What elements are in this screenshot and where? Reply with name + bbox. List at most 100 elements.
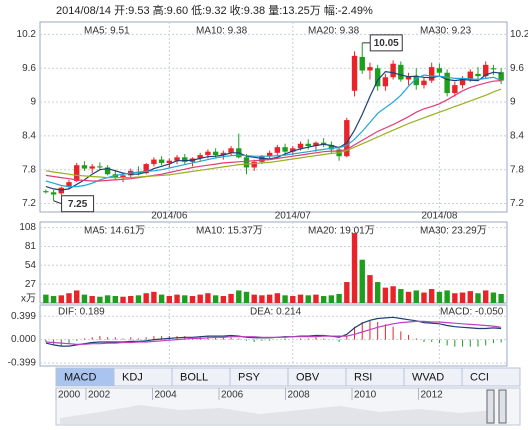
annotation-leader <box>53 200 62 205</box>
volume-bar <box>282 295 288 303</box>
candle-body <box>266 152 273 157</box>
tab-label[interactable]: KDJ <box>122 371 143 383</box>
volume-bar <box>74 290 80 303</box>
tab-label[interactable]: BOLL <box>180 371 208 383</box>
volume-bar <box>320 296 327 303</box>
candle-body <box>459 78 466 86</box>
volume-bar <box>444 290 450 303</box>
x-tick-label: 2014/08 <box>421 211 458 222</box>
timeline-label: 2006 <box>221 390 244 401</box>
volume-bar <box>212 295 219 303</box>
candle-body <box>475 73 481 77</box>
y-tick-label: 8.4 <box>510 131 524 142</box>
candle-body <box>421 80 427 86</box>
candle-body <box>151 159 157 165</box>
volume-bar <box>421 292 427 303</box>
candle-body <box>313 142 319 147</box>
y-tick-label: 8.4 <box>22 131 36 142</box>
volume-bar <box>50 296 57 303</box>
candle-body <box>328 144 335 150</box>
volume-bar <box>236 290 242 303</box>
volume-bar <box>452 293 458 303</box>
volume-bar <box>228 293 234 303</box>
candle-body <box>274 147 281 153</box>
tab-label[interactable]: WVAD <box>412 371 444 383</box>
candle-body <box>89 166 95 169</box>
volume-bar <box>259 295 265 303</box>
candle-body <box>428 67 435 81</box>
y-tick-label: 9 <box>30 97 36 108</box>
timeline-label: 2012 <box>421 390 444 401</box>
tab-label[interactable]: CCI <box>470 371 489 383</box>
volume-bar <box>274 293 281 303</box>
volume-bar <box>344 282 350 303</box>
volume-bar <box>243 291 250 303</box>
volume-bar <box>475 293 481 303</box>
volume-bar <box>143 293 149 303</box>
tab-label[interactable]: OBV <box>296 371 320 383</box>
volume-bar <box>351 233 358 303</box>
candle-body <box>490 68 497 70</box>
volume-bar <box>104 295 111 303</box>
volume-bar <box>459 292 466 303</box>
volume-bar <box>43 294 49 303</box>
legend-entry: MA30: 9.23 <box>420 26 472 37</box>
tab-label[interactable]: PSY <box>238 371 261 383</box>
candle-body <box>74 165 80 181</box>
ma-line <box>45 70 502 191</box>
candle-body <box>43 191 49 193</box>
legend-entry: MA5: 9.51 <box>84 26 130 37</box>
timeline-label: 2004 <box>155 390 178 401</box>
candle-body <box>413 76 419 86</box>
volume-bar <box>112 296 119 303</box>
tab[interactable] <box>461 367 521 387</box>
y-tick-label: 7.8 <box>510 164 524 175</box>
annotation-box <box>369 34 403 52</box>
annotation-label: 7.25 <box>68 199 88 210</box>
candle-body <box>398 64 404 80</box>
axis-unit: x万 <box>21 294 36 305</box>
volume-bar <box>359 259 365 303</box>
volume-bar <box>135 295 142 303</box>
candle-body <box>220 152 227 156</box>
range-handle[interactable] <box>486 389 495 424</box>
candle-body <box>405 76 412 80</box>
volume-bar <box>498 293 504 303</box>
y-tick-label: 9.6 <box>22 63 36 74</box>
y-tick-label: 27 <box>25 279 37 290</box>
legend-entry: MA10: 9.38 <box>196 26 248 37</box>
header: 2014/08/14 开:9.53 高:9.60 低:9.32 收:9.38 量… <box>56 3 373 17</box>
volume-bar <box>266 294 273 303</box>
volume-panel <box>39 221 508 304</box>
candle-body <box>351 55 358 91</box>
volume-bar <box>490 292 497 303</box>
candle-body <box>390 63 396 78</box>
tab-label[interactable]: RSI <box>354 371 372 383</box>
x-tick-label: 2014/06 <box>151 211 188 222</box>
volume-bar <box>58 295 64 303</box>
candle-body <box>120 175 126 178</box>
volume-bar <box>197 294 203 303</box>
range-handle[interactable] <box>498 389 507 424</box>
volume-bar <box>413 290 419 303</box>
candle-body <box>297 143 304 149</box>
legend-entry: DIF: 0.189 <box>58 307 105 318</box>
volume-bar <box>205 293 211 303</box>
volume-bar <box>390 286 396 303</box>
legend-entry: MA20: 19.01万 <box>308 226 375 237</box>
volume-bar <box>428 289 435 303</box>
candle-body <box>212 151 219 156</box>
tab-label[interactable]: MACD <box>64 371 96 383</box>
legend-entry: MA20: 9.38 <box>308 26 360 37</box>
legend-entry: DEA: 0.214 <box>250 307 302 318</box>
candle-body <box>344 120 350 157</box>
y-tick-label: 7.8 <box>22 164 36 175</box>
volume-bar <box>166 296 173 303</box>
volume-bar <box>382 287 389 303</box>
candle-body <box>282 147 288 152</box>
volume-bar <box>467 291 473 303</box>
volume-bar <box>297 294 304 303</box>
volume-bar <box>374 282 381 303</box>
volume-bar <box>158 294 165 303</box>
y-tick-label: 7.2 <box>510 198 524 209</box>
